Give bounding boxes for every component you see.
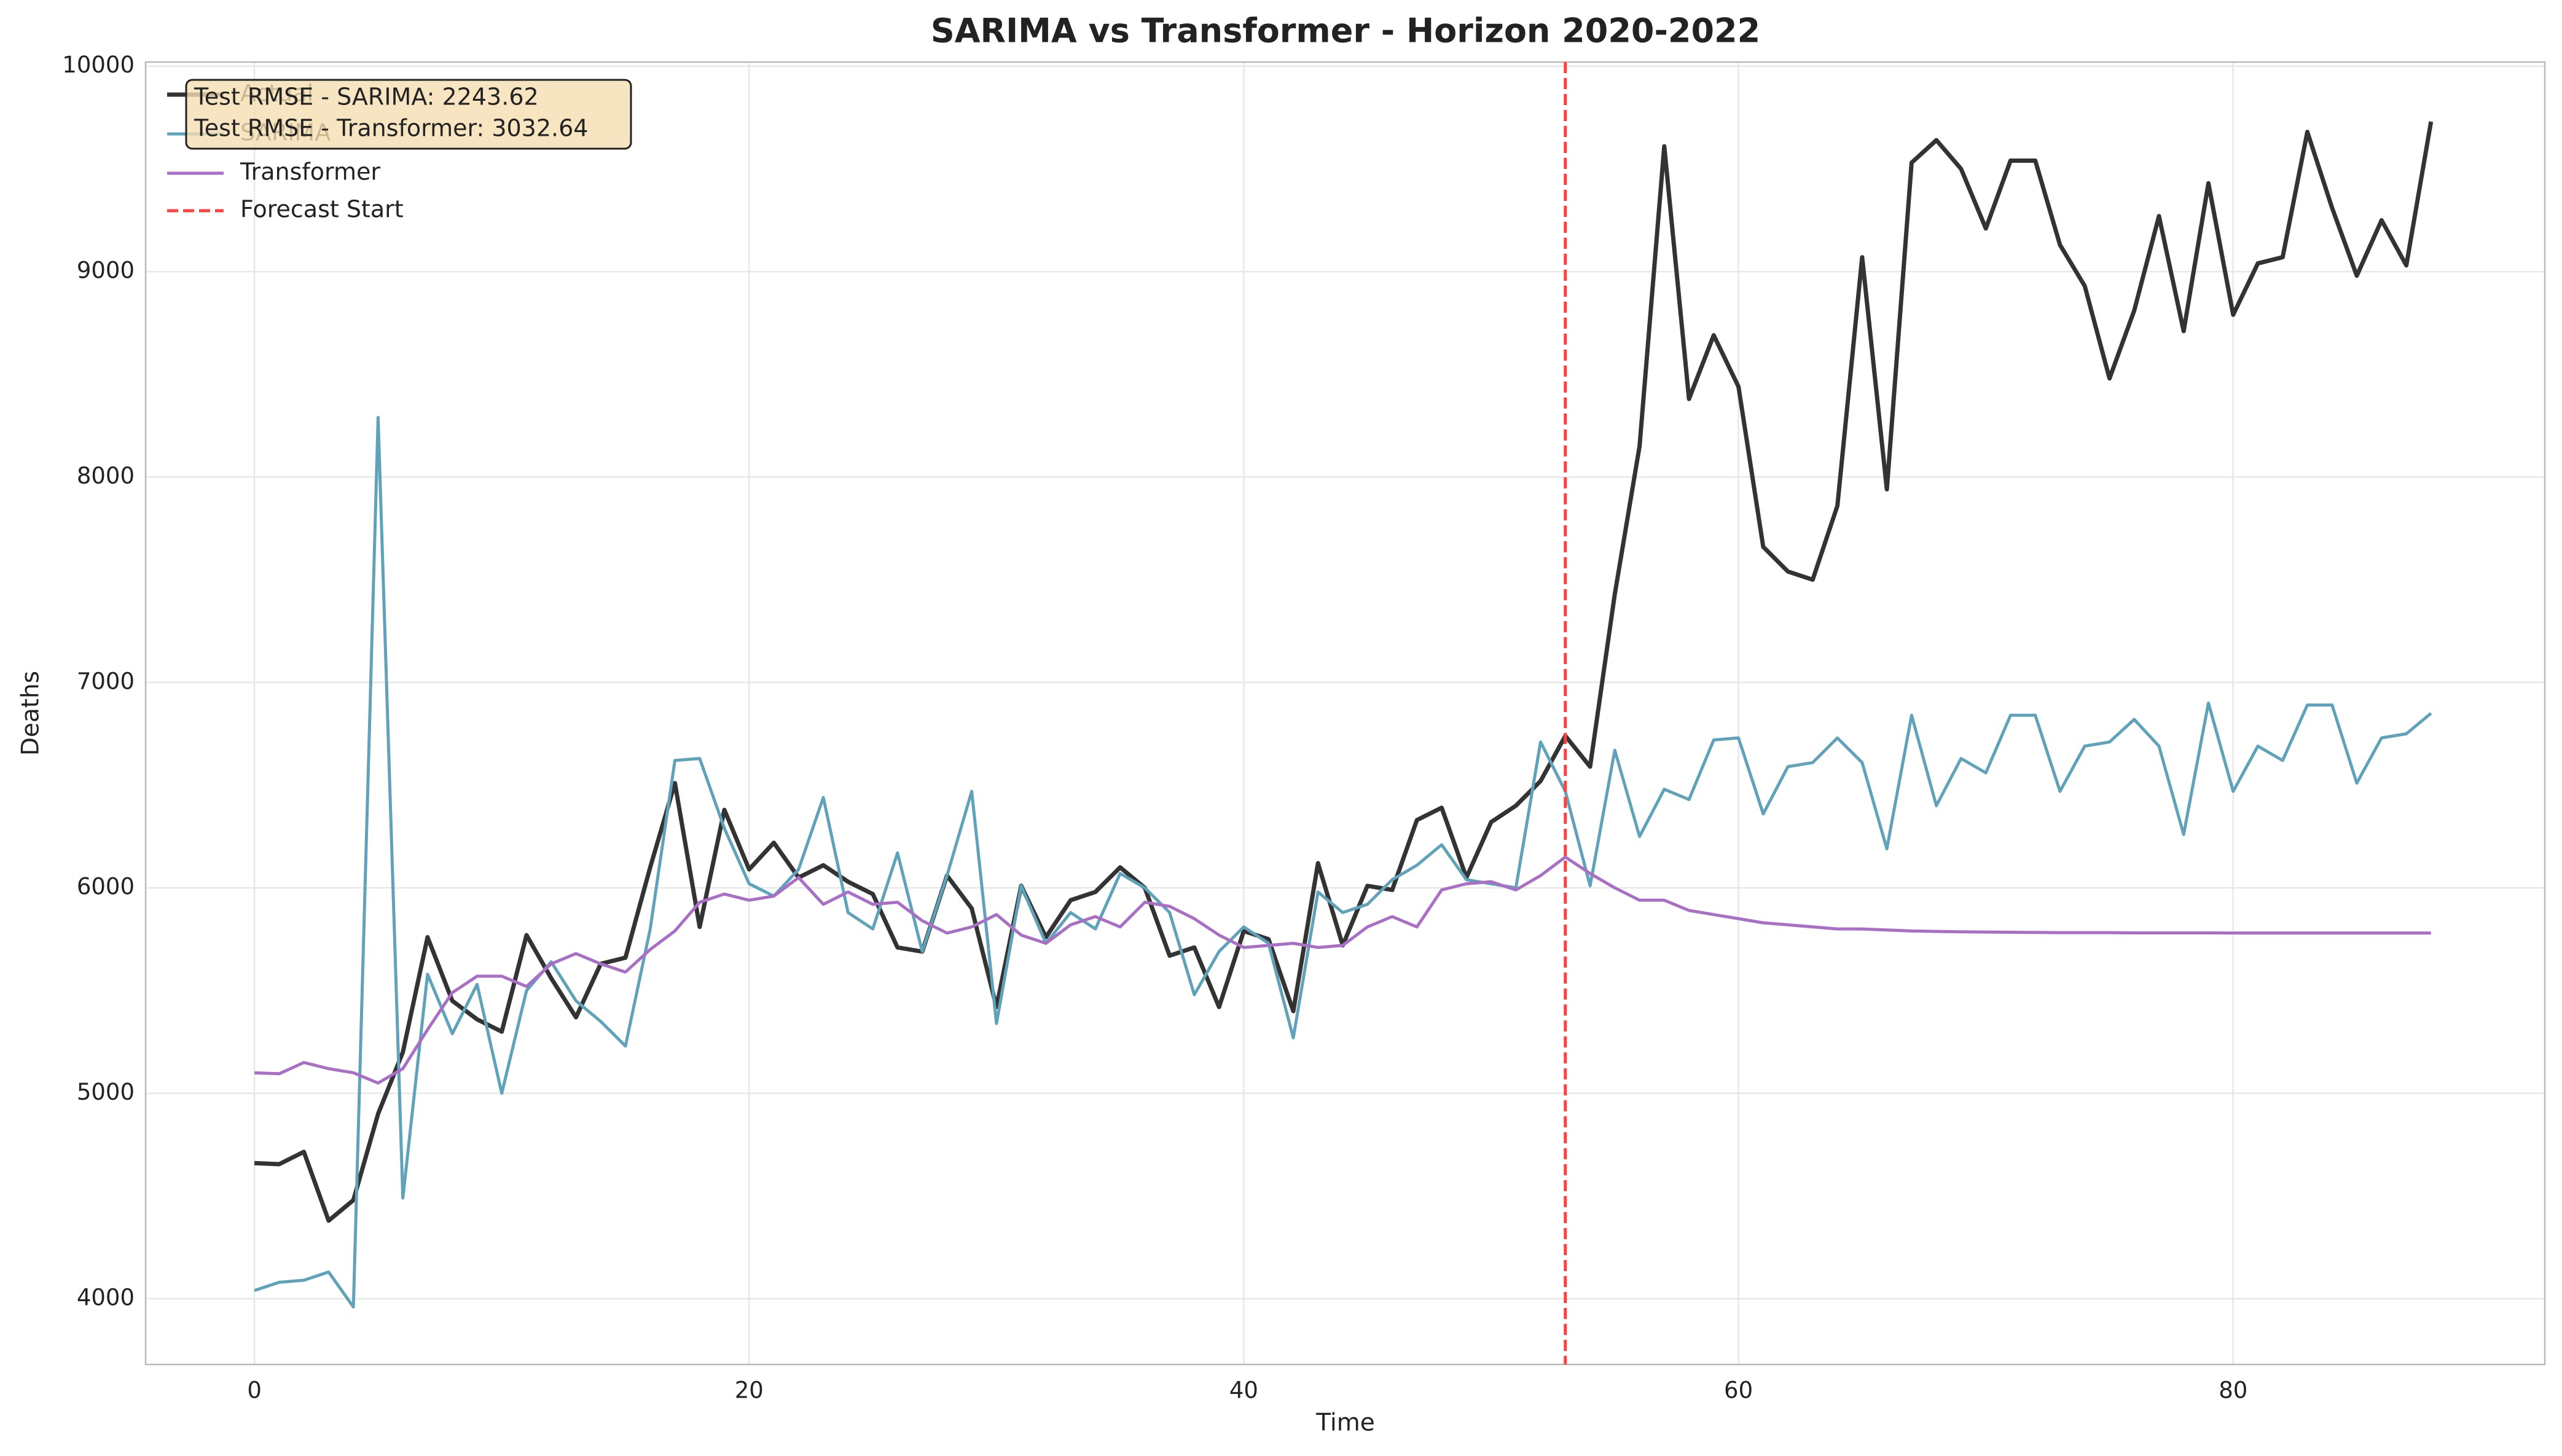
x-tick-label: 40 xyxy=(1229,1377,1258,1404)
x-tick-label: 80 xyxy=(2219,1377,2247,1404)
y-axis-label: Deaths xyxy=(17,671,45,756)
y-tick-label: 5000 xyxy=(77,1079,135,1105)
series-line xyxy=(254,416,2432,1309)
y-tick-label: 4000 xyxy=(77,1284,135,1310)
chart-title: SARIMA vs Transformer - Horizon 2020-202… xyxy=(931,12,1760,50)
x-axis-label: Time xyxy=(1315,1409,1374,1437)
y-tick-label: 10000 xyxy=(62,52,135,78)
y-tick-label: 8000 xyxy=(77,463,135,489)
x-tick-label: 0 xyxy=(247,1377,262,1404)
annotation-box xyxy=(185,79,632,150)
annotation: Test RMSE - SARIMA: 2243.62 xyxy=(194,84,539,111)
y-tick-label: 9000 xyxy=(77,257,135,284)
plot-frame xyxy=(144,61,2546,1366)
legend-label: Forecast Start xyxy=(240,196,404,223)
legend-label: Transformer xyxy=(240,159,380,186)
annotation: Test RMSE - Transformer: 3032.64 xyxy=(194,115,588,142)
x-tick-label: 20 xyxy=(735,1377,764,1404)
y-tick-label: 7000 xyxy=(77,668,135,694)
y-tick-label: 6000 xyxy=(77,874,135,900)
series-line xyxy=(254,855,2431,1085)
x-tick-label: 60 xyxy=(1724,1377,1753,1404)
